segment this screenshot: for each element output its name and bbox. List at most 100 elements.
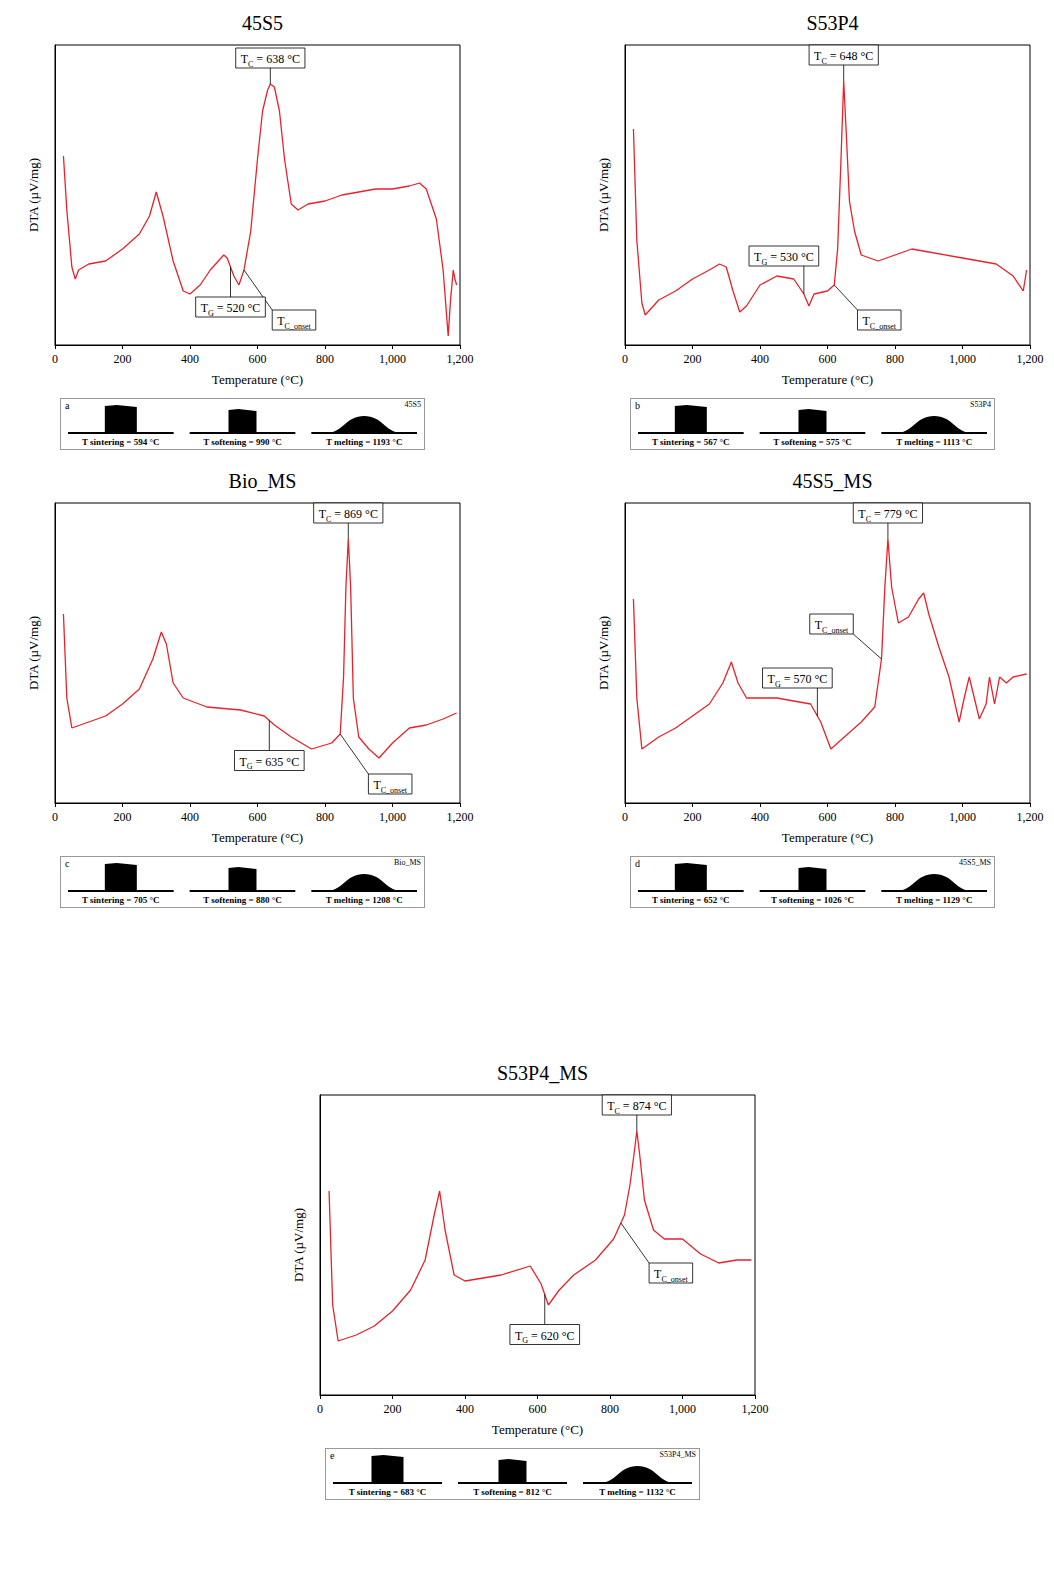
- html-text:TG: TG: [514, 1328, 528, 1345]
- svg-text:= 638 °C: = 638 °C: [253, 52, 300, 66]
- svg-text:= 570 °C: = 570 °C: [781, 672, 828, 686]
- svg-text:T melting = 1208 °C: T melting = 1208 °C: [326, 895, 403, 905]
- html-text:TC: TC: [240, 52, 254, 69]
- svg-text:400: 400: [751, 810, 769, 824]
- svg-text:1,000: 1,000: [669, 1402, 696, 1416]
- svg-text:c: c: [65, 858, 70, 869]
- svg-text:1,200: 1,200: [447, 352, 474, 366]
- svg-text:T softening = 575 °C: T softening = 575 °C: [773, 437, 852, 447]
- svg-text:200: 200: [684, 352, 702, 366]
- svg-text:C_onset: C_onset: [285, 322, 312, 331]
- svg-text:45S5_MS: 45S5_MS: [959, 858, 991, 867]
- svg-text:T melting = 1113 °C: T melting = 1113 °C: [896, 437, 972, 447]
- svg-text:200: 200: [114, 810, 132, 824]
- svg-text:T melting = 1129 °C: T melting = 1129 °C: [896, 895, 973, 905]
- svg-text:C_onset: C_onset: [870, 322, 897, 331]
- svg-text:600: 600: [529, 1402, 547, 1416]
- svg-text:DTA (µV/mg): DTA (µV/mg): [26, 158, 41, 232]
- svg-text:= 648 °C: = 648 °C: [827, 49, 874, 63]
- svg-text:1,200: 1,200: [742, 1402, 769, 1416]
- html-text:TC: TC: [858, 507, 871, 524]
- svg-text:600: 600: [819, 810, 837, 824]
- svg-text:400: 400: [456, 1402, 474, 1416]
- svg-text:S53P4: S53P4: [970, 400, 991, 409]
- svg-text:T melting = 1193 °C: T melting = 1193 °C: [326, 437, 403, 447]
- svg-text:0: 0: [317, 1402, 323, 1416]
- svg-text:T sintering = 705 °C: T sintering = 705 °C: [82, 895, 160, 905]
- svg-text:T sintering = 652 °C: T sintering = 652 °C: [652, 895, 730, 905]
- svg-text:600: 600: [249, 810, 267, 824]
- svg-text:T sintering = 567 °C: T sintering = 567 °C: [652, 437, 730, 447]
- svg-text:1,000: 1,000: [949, 810, 976, 824]
- html-text:TG: TG: [754, 250, 768, 267]
- svg-text:S53P4: S53P4: [806, 12, 858, 34]
- svg-text:0: 0: [52, 810, 58, 824]
- svg-text:200: 200: [114, 352, 132, 366]
- svg-text:Temperature (°C): Temperature (°C): [492, 1422, 583, 1437]
- svg-text:T softening = 812 °C: T softening = 812 °C: [473, 1487, 552, 1497]
- svg-text:45S5: 45S5: [405, 400, 421, 409]
- svg-text:0: 0: [622, 352, 628, 366]
- html-text:TC: TC: [814, 49, 827, 66]
- svg-text:1,000: 1,000: [379, 352, 406, 366]
- html-text:TC: TC: [607, 1099, 620, 1116]
- svg-text:= 520 °C: = 520 °C: [214, 301, 261, 315]
- svg-text:1,000: 1,000: [949, 352, 976, 366]
- svg-text:0: 0: [622, 810, 628, 824]
- svg-text:800: 800: [601, 1402, 619, 1416]
- svg-text:Temperature (°C): Temperature (°C): [212, 830, 303, 845]
- svg-text:600: 600: [819, 352, 837, 366]
- svg-text:DTA (µV/mg): DTA (µV/mg): [596, 158, 611, 232]
- svg-text:Temperature (°C): Temperature (°C): [782, 372, 873, 387]
- svg-text:= 530 °C: = 530 °C: [767, 250, 814, 264]
- svg-text:400: 400: [751, 352, 769, 366]
- svg-text:T softening = 990 °C: T softening = 990 °C: [203, 437, 282, 447]
- svg-text:800: 800: [886, 810, 904, 824]
- svg-text:400: 400: [181, 810, 199, 824]
- svg-text:Temperature (°C): Temperature (°C): [782, 830, 873, 845]
- svg-text:b: b: [635, 400, 640, 411]
- svg-text:T melting = 1132 °C: T melting = 1132 °C: [599, 1487, 676, 1497]
- html-text:TG: TG: [239, 754, 253, 771]
- svg-text:T sintering = 683 °C: T sintering = 683 °C: [349, 1487, 427, 1497]
- svg-text:= 635 °C: = 635 °C: [253, 755, 300, 769]
- svg-text:= 869 °C: = 869 °C: [331, 507, 378, 521]
- html-text:TC: TC: [318, 507, 332, 524]
- svg-text:C_onset: C_onset: [381, 786, 408, 795]
- svg-text:= 779 °C: = 779 °C: [871, 507, 918, 521]
- svg-text:400: 400: [181, 352, 199, 366]
- svg-text:Temperature (°C): Temperature (°C): [212, 372, 303, 387]
- svg-text:C_onset: C_onset: [661, 1275, 688, 1284]
- svg-text:45S5_MS: 45S5_MS: [792, 470, 872, 492]
- svg-text:= 620 °C: = 620 °C: [528, 1329, 575, 1343]
- svg-text:200: 200: [384, 1402, 402, 1416]
- svg-text:= 874 °C: = 874 °C: [620, 1099, 667, 1113]
- svg-text:800: 800: [316, 352, 334, 366]
- svg-text:S53P4_MS: S53P4_MS: [660, 1450, 696, 1459]
- svg-text:45S5: 45S5: [242, 12, 283, 34]
- html-text:TG: TG: [767, 672, 781, 689]
- svg-text:1,200: 1,200: [447, 810, 474, 824]
- html-text:TG: TG: [200, 301, 214, 318]
- svg-text:DTA (µV/mg): DTA (µV/mg): [26, 616, 41, 690]
- svg-text:Bio_MS: Bio_MS: [394, 858, 421, 867]
- svg-text:Bio_MS: Bio_MS: [229, 470, 297, 492]
- svg-text:200: 200: [684, 810, 702, 824]
- svg-text:T softening = 880 °C: T softening = 880 °C: [203, 895, 282, 905]
- svg-text:S53P4_MS: S53P4_MS: [497, 1062, 588, 1084]
- svg-text:800: 800: [886, 352, 904, 366]
- svg-text:1,200: 1,200: [1017, 810, 1044, 824]
- svg-text:DTA (µV/mg): DTA (µV/mg): [291, 1208, 306, 1282]
- svg-text:DTA (µV/mg): DTA (µV/mg): [596, 616, 611, 690]
- svg-text:T sintering = 594 °C: T sintering = 594 °C: [82, 437, 160, 447]
- svg-text:800: 800: [316, 810, 334, 824]
- svg-text:1,000: 1,000: [379, 810, 406, 824]
- svg-text:d: d: [635, 858, 640, 869]
- svg-text:0: 0: [52, 352, 58, 366]
- svg-text:e: e: [330, 1450, 335, 1461]
- svg-text:1,200: 1,200: [1017, 352, 1044, 366]
- svg-text:T softening = 1026 °C: T softening = 1026 °C: [771, 895, 854, 905]
- svg-text:600: 600: [249, 352, 267, 366]
- svg-text:C_onset: C_onset: [822, 626, 849, 635]
- svg-text:a: a: [65, 400, 70, 411]
